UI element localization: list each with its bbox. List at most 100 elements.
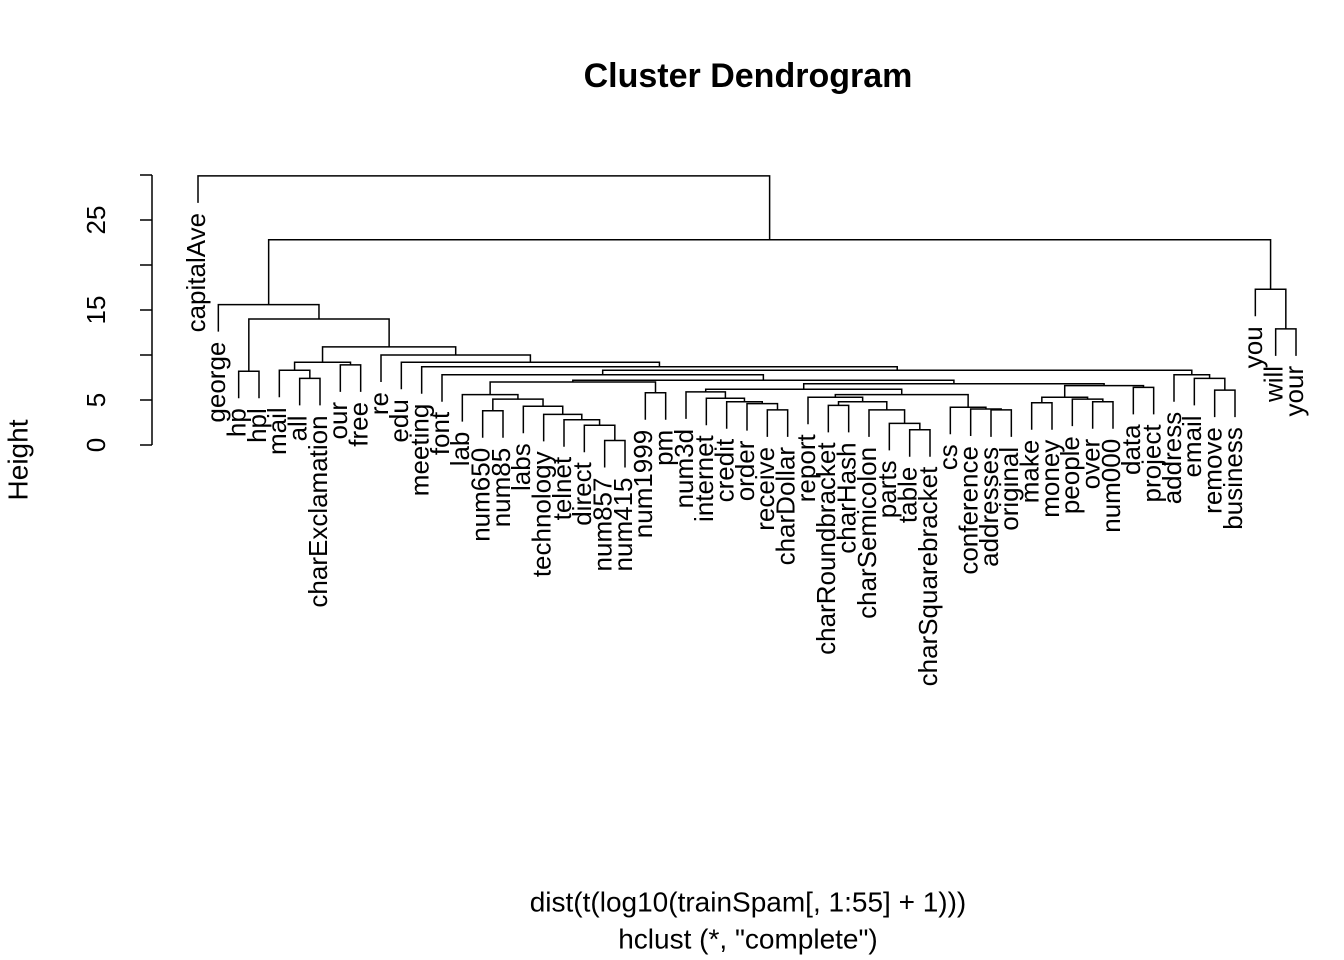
chart-title: Cluster Dendrogram bbox=[584, 57, 913, 95]
leaf-label: all bbox=[283, 415, 313, 441]
leaf-label: mail bbox=[262, 407, 292, 455]
merge-link bbox=[827, 404, 850, 433]
leaf-label: report bbox=[791, 434, 821, 503]
x-axis-label: dist(t(log10(trainSpam[, 1:55] + 1))) bbox=[530, 886, 967, 917]
merge-link bbox=[542, 413, 583, 442]
leaf-label: you bbox=[1238, 326, 1268, 368]
leaf-label: technology bbox=[527, 451, 557, 577]
leaf-label: internet bbox=[689, 434, 719, 521]
merge-link bbox=[766, 409, 789, 437]
y-tick-label: 25 bbox=[81, 206, 111, 235]
y-tick-label: 15 bbox=[81, 296, 111, 325]
leaf-label: meeting bbox=[405, 404, 435, 497]
leaf-label: over bbox=[1076, 438, 1106, 489]
leaf-label: will bbox=[1259, 366, 1289, 403]
leaf-label: num3d bbox=[669, 429, 699, 509]
merge-link bbox=[725, 401, 763, 429]
leaf-label: re bbox=[364, 392, 394, 415]
merge-link bbox=[197, 175, 771, 240]
leaf-label: telnet bbox=[547, 456, 577, 520]
leaf-label: direct bbox=[567, 461, 597, 525]
merge-link bbox=[1254, 288, 1287, 329]
leaf-label: pm bbox=[649, 430, 679, 466]
leaf-label: email bbox=[1177, 415, 1207, 477]
merge-link bbox=[746, 402, 779, 431]
leaf-label: num85 bbox=[486, 448, 516, 528]
merge-link bbox=[949, 406, 987, 435]
merge-link bbox=[888, 422, 921, 451]
leaf-label: project bbox=[1137, 424, 1167, 503]
leaf-label: george bbox=[201, 342, 231, 423]
merge-link bbox=[1213, 389, 1236, 418]
merge-link bbox=[834, 393, 969, 408]
leaf-label: receive bbox=[750, 447, 780, 531]
merge-link bbox=[563, 419, 601, 447]
y-tick-label: 0 bbox=[81, 438, 111, 452]
merge-link bbox=[802, 383, 1105, 390]
merge-link bbox=[248, 318, 390, 372]
merge-link bbox=[1091, 401, 1114, 429]
merge-link bbox=[1193, 377, 1226, 406]
leaf-label: num1999 bbox=[628, 430, 658, 538]
leaf-label: free bbox=[344, 402, 374, 447]
leaf-label: table bbox=[893, 467, 923, 523]
leaf-label: business bbox=[1218, 427, 1248, 530]
subtitle: hclust (*, "complete") bbox=[618, 923, 878, 954]
merge-link bbox=[237, 370, 260, 399]
leaf-label: charHash bbox=[832, 442, 862, 553]
merge-link bbox=[969, 408, 1002, 436]
leaf-label: num000 bbox=[1096, 439, 1126, 533]
leaf-label: remove bbox=[1198, 427, 1228, 514]
merge-link bbox=[339, 364, 362, 392]
merge-link bbox=[1132, 386, 1155, 415]
merge-link bbox=[908, 428, 931, 457]
leaf-label: num650 bbox=[466, 448, 496, 542]
merge-link bbox=[704, 388, 903, 395]
leaf-label: charExclamation bbox=[303, 415, 333, 607]
leaf-label: num415 bbox=[608, 478, 638, 572]
leaf-label: capitalAve bbox=[181, 213, 211, 333]
leaf-label: edu bbox=[384, 399, 414, 442]
leaf-label: num857 bbox=[588, 478, 618, 572]
y-axis-label: Height bbox=[2, 419, 33, 500]
merge-link bbox=[583, 424, 616, 453]
merge-link bbox=[603, 439, 626, 468]
merge-link bbox=[492, 398, 544, 411]
y-tick-label: 5 bbox=[81, 393, 111, 407]
leaf-label: original bbox=[994, 447, 1024, 531]
leaf-label: charSemicolon bbox=[852, 447, 882, 619]
merge-link bbox=[1063, 384, 1145, 398]
merge-link bbox=[990, 409, 1013, 437]
leaf-label: make bbox=[1015, 440, 1045, 504]
leaf-label: lab bbox=[445, 432, 475, 467]
leaf-label: people bbox=[1055, 436, 1085, 514]
merge-link bbox=[380, 354, 532, 382]
merge-link bbox=[217, 303, 320, 332]
merge-link bbox=[298, 377, 321, 406]
merge-link bbox=[644, 392, 667, 420]
leaf-label: charSquarebracket bbox=[913, 466, 943, 686]
leaf-label: address bbox=[1157, 412, 1187, 505]
merge-link bbox=[293, 361, 352, 371]
merge-link bbox=[481, 410, 504, 438]
leaf-label: charDollar bbox=[771, 447, 801, 566]
merge-link bbox=[1071, 398, 1104, 427]
leaf-label: labs bbox=[506, 443, 536, 491]
leaf-label: charRoundbracket bbox=[811, 442, 841, 655]
leaf-label: addresses bbox=[974, 447, 1004, 567]
merge-link bbox=[1041, 396, 1089, 403]
leaf-label: data bbox=[1116, 424, 1146, 475]
leaf-label: parts bbox=[872, 460, 902, 518]
leaf-label: cs bbox=[933, 444, 963, 470]
leaf-label: hpl bbox=[242, 408, 272, 443]
leaf-label: credit bbox=[710, 438, 740, 502]
leaf-label: money bbox=[1035, 440, 1065, 518]
leaf-label: conference bbox=[954, 446, 984, 575]
leaf-label: our bbox=[323, 402, 353, 440]
leaf-label: hp bbox=[222, 408, 252, 437]
merge-link bbox=[278, 369, 311, 398]
merge-link bbox=[1274, 328, 1297, 356]
leaf-label: your bbox=[1279, 366, 1309, 417]
leaf-label: font bbox=[425, 411, 455, 455]
